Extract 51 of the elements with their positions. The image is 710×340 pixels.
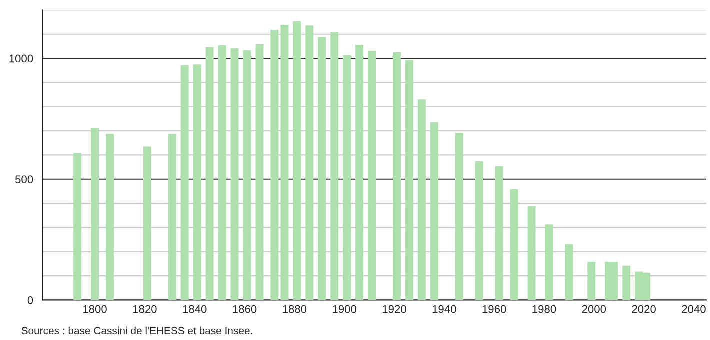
bar	[74, 153, 82, 300]
x-tick-label: 1940	[432, 305, 456, 314]
bar	[243, 50, 252, 300]
bar	[455, 132, 464, 300]
x-tick-label: 1980	[532, 305, 556, 314]
bar	[343, 55, 352, 300]
y-tick-label: 1000	[10, 54, 34, 63]
x-tick-label: 2040	[682, 305, 706, 314]
x-tick-label: 1820	[133, 305, 157, 314]
x-tick-label: 1800	[84, 305, 107, 314]
x-tick-label: 2020	[632, 305, 656, 314]
bar	[206, 47, 214, 300]
bar	[306, 26, 314, 300]
bar	[91, 128, 99, 300]
bar	[368, 51, 376, 300]
bar	[270, 30, 279, 300]
x-tick-label: 1880	[283, 305, 307, 314]
bar	[280, 24, 289, 300]
bar	[180, 66, 189, 300]
bar	[143, 146, 152, 300]
bar	[168, 134, 176, 300]
y-tick-label: 500	[15, 176, 34, 184]
x-tick-label: 1920	[382, 305, 406, 314]
bar	[510, 190, 518, 300]
bar	[218, 45, 226, 300]
bar	[405, 60, 414, 300]
bar	[230, 48, 239, 300]
bar	[545, 224, 554, 300]
bar	[622, 266, 631, 300]
bar	[356, 45, 364, 300]
bar	[475, 161, 484, 300]
x-tick-label: 1860	[233, 305, 257, 314]
y-tick-label: 0	[28, 296, 34, 304]
x-tick-label: 1900	[333, 305, 356, 314]
source-note: Sources : base Cassini de l'EHESS et base Insee.	[22, 326, 252, 335]
bar	[256, 44, 264, 300]
bar	[318, 37, 326, 300]
bar	[565, 244, 574, 300]
bar	[293, 22, 302, 300]
bar	[418, 100, 426, 300]
x-tick-label: 1960	[482, 305, 506, 314]
bar	[430, 122, 438, 300]
bar	[330, 32, 339, 300]
x-tick-label: 2000	[582, 305, 606, 314]
x-tick-label: 1840	[183, 305, 207, 314]
bar	[106, 134, 114, 300]
bar	[193, 64, 202, 300]
bar	[495, 166, 504, 300]
bar	[528, 206, 536, 300]
bar	[588, 262, 596, 300]
bar	[392, 52, 401, 300]
